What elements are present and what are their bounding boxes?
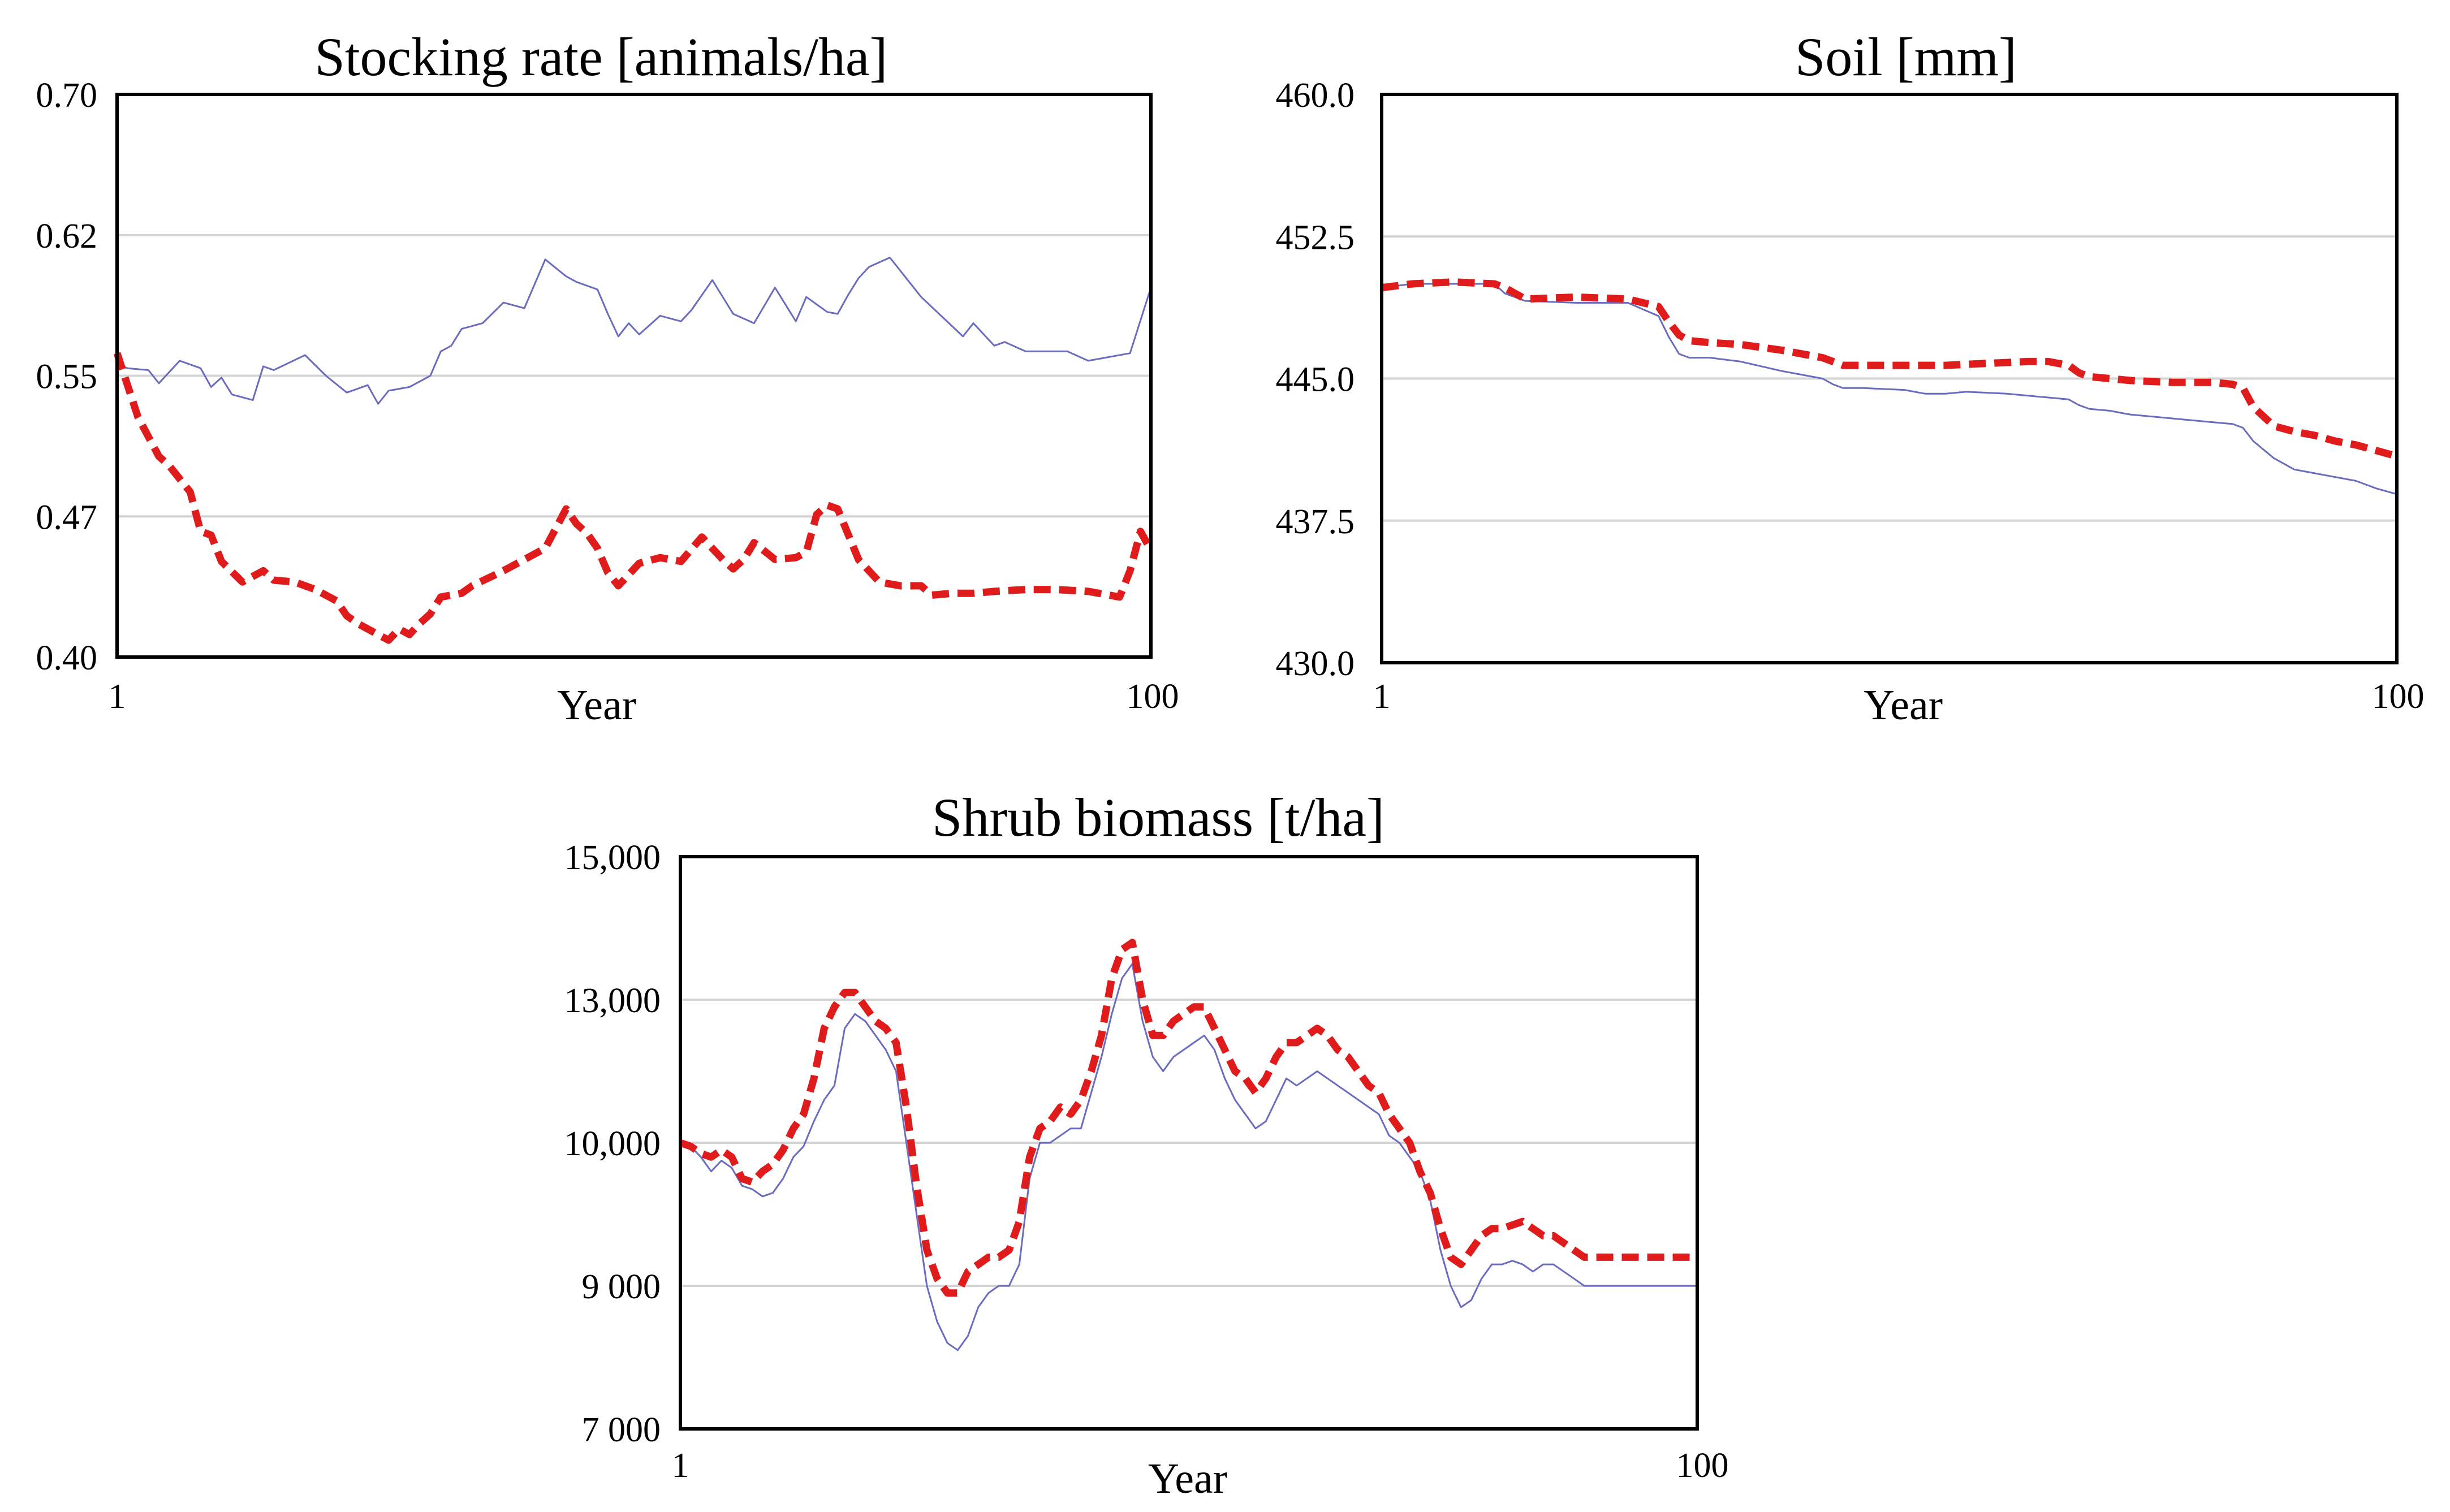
y-tick-label: 0.70 xyxy=(36,76,98,115)
y-tick-label: 430.0 xyxy=(1276,645,1355,683)
series-group xyxy=(113,257,1154,644)
y-tick-label: 7 000 xyxy=(582,1411,661,1449)
x-tick-label-start: 1 xyxy=(672,1446,689,1485)
plot-frame xyxy=(679,855,1699,1431)
y-tick-label: 15,000 xyxy=(564,839,661,877)
chart-title: Shrub biomass [t/ha] xyxy=(932,787,1384,848)
series-line-solid xyxy=(680,963,1697,1351)
y-tick-label: 437.5 xyxy=(1276,503,1355,541)
y-tick-label: 0.62 xyxy=(36,217,98,256)
y-tick-labels: 460.0 452.5 445.0 437.5 430.0 xyxy=(1276,76,1355,683)
y-tick-labels: 15,000 13,000 10,000 9 000 7 000 xyxy=(564,839,661,1449)
grid xyxy=(1382,235,2397,522)
series-line-dashed xyxy=(679,939,1697,1297)
series-line-solid xyxy=(1381,283,2397,495)
y-tick-label: 0.55 xyxy=(36,358,98,396)
chart-title: Soil [mm] xyxy=(1795,27,2017,87)
x-tick-label-end: 100 xyxy=(1127,677,1179,716)
grid xyxy=(680,999,1697,1287)
stocking-rate-chart: Stocking rate [animals/ha] 0.700.620.550… xyxy=(36,27,1179,729)
series-group xyxy=(679,939,1697,1351)
x-axis-label: Year xyxy=(557,681,636,729)
y-tick-labels: 0.70 0.62 0.55 0.47 0.40 xyxy=(36,76,98,677)
plot-frame xyxy=(115,93,1153,659)
x-tick-label-start: 1 xyxy=(1373,677,1391,716)
series-line-solid xyxy=(117,257,1152,405)
plot-frame xyxy=(1380,93,2399,664)
y-tick-label: 10,000 xyxy=(564,1125,661,1163)
soil-chart: Soil [mm] 460.0 452.5 445.0 437.5 430.0 1 10… xyxy=(1276,27,2425,729)
series-group xyxy=(1381,278,2398,495)
y-tick-label: 0.47 xyxy=(36,498,98,537)
shrub-biomass-chart: Shrub biomass [t/ha] 15,000 13,000 10,000 9… xyxy=(564,787,1729,1502)
x-axis-label: Year xyxy=(1864,681,1943,729)
x-tick-label-end: 100 xyxy=(1676,1446,1729,1485)
x-tick-label-end: 100 xyxy=(2372,677,2425,716)
y-tick-label: 0.40 xyxy=(36,639,98,677)
y-tick-label: 13,000 xyxy=(564,982,661,1020)
x-axis-label: Year xyxy=(1148,1455,1227,1502)
grid xyxy=(117,234,1151,518)
x-tick-label-start: 1 xyxy=(109,677,126,716)
y-tick-label: 460.0 xyxy=(1276,76,1355,115)
series-line-dashed xyxy=(1381,278,2398,460)
chart-title: Stocking rate [animals/ha] xyxy=(314,27,887,87)
y-tick-label: 9 000 xyxy=(582,1268,661,1306)
y-tick-label: 445.0 xyxy=(1276,361,1355,399)
y-tick-label: 452.5 xyxy=(1276,218,1355,257)
series-line-dashed xyxy=(113,352,1154,644)
